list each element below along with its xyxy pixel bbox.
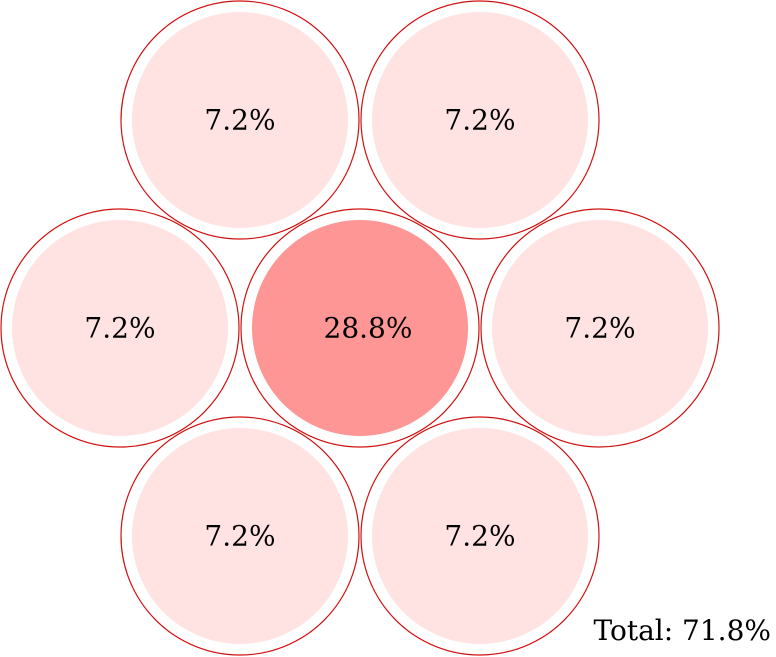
outer-circle-top-right: 7.2%	[360, 0, 600, 240]
outer-circle-bottom-right: 7.2%	[360, 416, 600, 656]
outer-circle-fill	[132, 428, 348, 644]
outer-circle-fill	[132, 12, 348, 228]
center-circle: 28.8%	[240, 208, 480, 448]
outer-circle-label: 7.2%	[204, 104, 275, 137]
outer-circle-label: 7.2%	[564, 312, 635, 345]
outer-circle-label: 7.2%	[444, 520, 515, 553]
outer-circle-label: 7.2%	[204, 520, 275, 553]
outer-circle-top-left: 7.2%	[120, 0, 360, 240]
outer-circle-fill	[12, 220, 228, 436]
outer-circle-fill	[372, 428, 588, 644]
outer-circle-left: 7.2%	[0, 208, 240, 448]
outer-circle-fill	[372, 12, 588, 228]
center-circle-label: 28.8%	[324, 312, 413, 345]
outer-circle-label: 7.2%	[84, 312, 155, 345]
outer-circle-label: 7.2%	[444, 104, 515, 137]
outer-circle-fill	[492, 220, 708, 436]
outer-circle-right: 7.2%	[480, 208, 720, 448]
center-circle-fill	[252, 220, 468, 436]
total-label: Total: 71.8%	[593, 614, 771, 647]
outer-circle-bottom-left: 7.2%	[120, 416, 360, 656]
